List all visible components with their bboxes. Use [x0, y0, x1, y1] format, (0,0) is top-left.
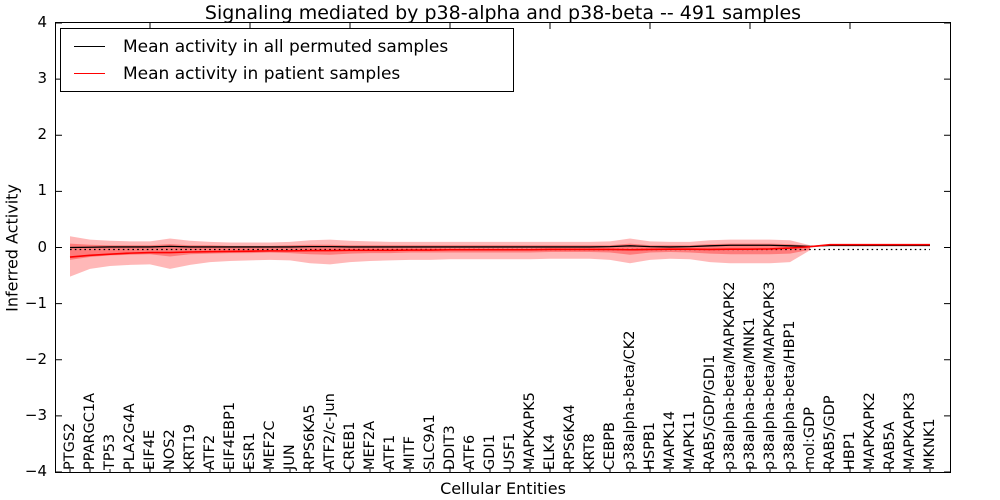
y-tick-label: 1 [37, 181, 47, 200]
x-tick-label: p38alpha-beta/MAPKAPK2 [722, 281, 738, 471]
x-tick-label: GDI1 [482, 434, 498, 470]
plot-canvas [56, 23, 950, 472]
x-tick-label: MAPKAPK2 [862, 392, 878, 470]
legend-label: Mean activity in patient samples [123, 63, 401, 84]
band-outer-2std [70, 236, 810, 277]
x-tick-label: MEF2C [262, 420, 278, 470]
x-axis-label: Cellular Entities [440, 479, 566, 498]
x-tick-label: ATF6 [462, 434, 478, 470]
y-tick-label: −2 [24, 349, 47, 368]
x-tick-label: MAPK14 [662, 410, 678, 470]
x-tick-label: SLC9A1 [422, 414, 438, 470]
y-tick-label: 4 [37, 13, 47, 31]
x-tick-label: NOS2 [162, 429, 178, 470]
x-tick-label: ATF1 [382, 434, 398, 470]
x-tick-label: CREB1 [342, 421, 358, 470]
band-inner-1std [70, 243, 810, 260]
x-tick-label: KRT19 [182, 424, 198, 470]
x-tick-label: TP53 [102, 433, 118, 470]
x-tick-label: MAPK11 [682, 410, 698, 470]
x-tick-label: PPARGC1A [82, 392, 98, 470]
x-tick-label: ATF2 [202, 434, 218, 470]
y-tick-label: −4 [24, 462, 47, 480]
legend-label: Mean activity in all permuted samples [123, 36, 449, 57]
y-tick-label: 3 [37, 69, 47, 88]
x-tick-label: MAPKAPK3 [902, 392, 918, 470]
x-tick-label: EIF4E [142, 429, 158, 470]
x-tick-label: MITF [402, 436, 418, 470]
x-tick-label: KRT8 [582, 433, 598, 470]
legend-entry: Mean activity in all permuted samples [74, 37, 513, 57]
legend-entry: Mean activity in patient samples [74, 64, 513, 84]
x-tick-label: p38alpha-beta/MAPKAPK3 [762, 281, 778, 471]
x-tick-label: MKNK1 [922, 418, 938, 470]
x-tick-label: ELK4 [542, 434, 558, 470]
x-tick-label: HSPB1 [642, 421, 658, 470]
legend-line-sample [74, 46, 105, 47]
legend: Mean activity in all permuted samples Mea… [60, 28, 514, 92]
legend-line-sample [74, 73, 105, 74]
x-tick-label: EIF4EBP1 [222, 401, 238, 470]
x-tick-label: USF1 [502, 432, 518, 470]
x-tick-label: RAB5/GDP [822, 395, 838, 470]
x-tick-label: MAPKAPK5 [522, 392, 538, 470]
x-tick-label: p38alpha-beta/CK2 [622, 330, 638, 470]
y-tick-label: −3 [24, 405, 47, 424]
x-tick-label: MEF2A [362, 420, 378, 470]
x-tick-label: RPS6KA5 [302, 404, 318, 470]
y-tick-label: 2 [37, 125, 47, 144]
x-tick-label: ATF2/c-Jun [322, 393, 338, 470]
x-tick-label: p38alpha-beta/HBP1 [782, 320, 798, 470]
series-line [69, 244, 930, 249]
x-tick-label: p38alpha-beta/MNK1 [742, 317, 758, 470]
y-tick-label: −1 [24, 293, 47, 312]
x-tick-label: mol:GDP [802, 406, 818, 470]
x-tick-label: RPS6KA4 [562, 404, 578, 470]
x-tick-label: PLA2G4A [122, 403, 138, 470]
x-tick-label: ESR1 [242, 432, 258, 470]
chart-title: Signaling mediated by p38-alpha and p38-… [204, 2, 802, 24]
y-tick-label: 0 [37, 237, 47, 256]
x-tick-label: PTGS2 [62, 422, 78, 470]
series-line [69, 243, 930, 258]
x-tick-label: CEBPB [602, 422, 618, 470]
x-tick-label: RAB5/GDP/GDI1 [702, 354, 718, 470]
x-tick-label: DDIT3 [442, 425, 458, 470]
x-tick-label: HBP1 [842, 431, 858, 470]
x-tick-label: JUN [282, 444, 298, 470]
x-tick-label: RAB5A [882, 421, 898, 471]
plot-area: Mean activity in all permuted samples Mea… [55, 22, 951, 473]
